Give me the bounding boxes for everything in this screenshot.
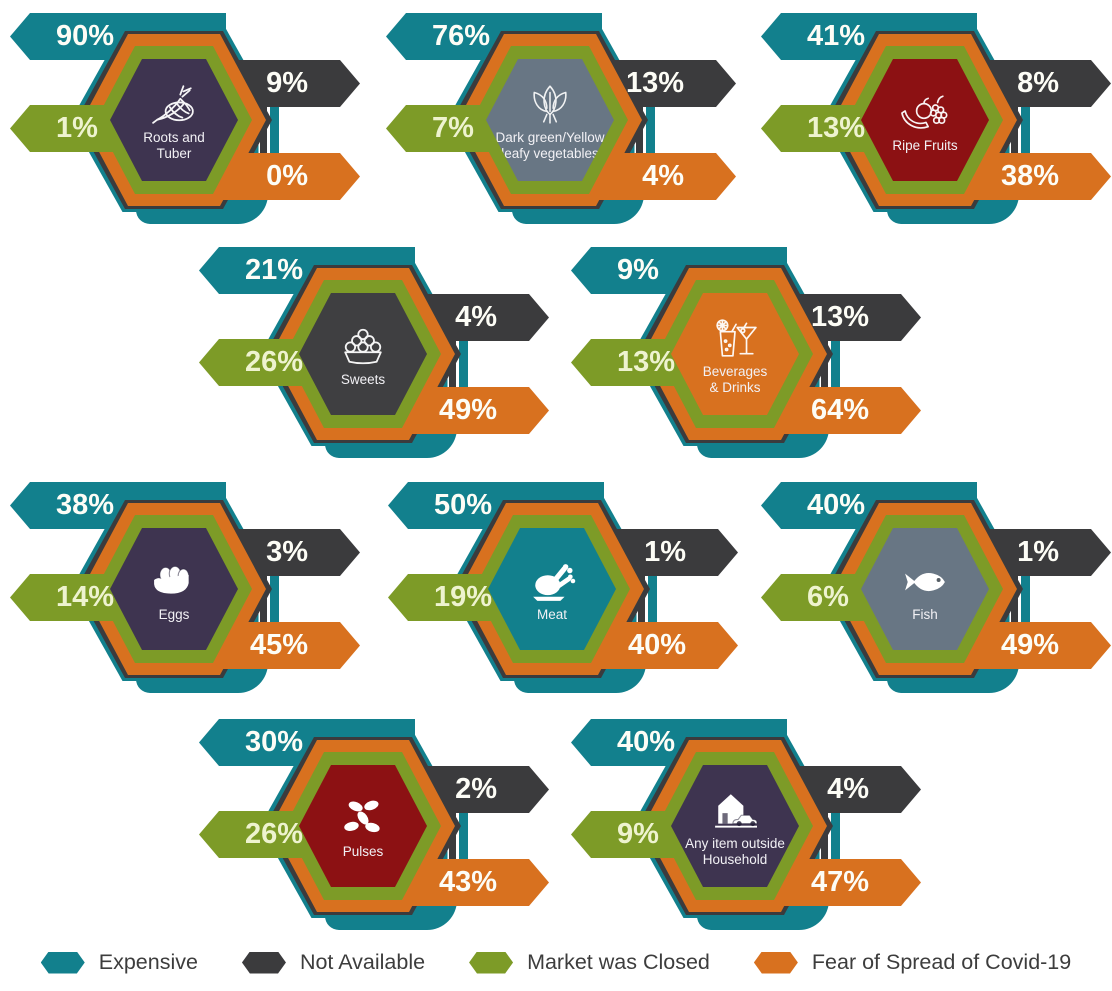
- expensive-value: 30%: [245, 726, 304, 758]
- covid-fear-value: 49%: [438, 394, 497, 426]
- covid-fear-value: 45%: [249, 629, 308, 661]
- category-label: Dark green/Yellow leafy vegetables: [495, 129, 605, 161]
- expensive-value: 21%: [245, 254, 304, 286]
- cluster-meat: 50% 1% 40% 19% Meat: [382, 469, 746, 699]
- market-closed-value: 14%: [56, 581, 115, 613]
- covid-fear-value: 64%: [810, 394, 869, 426]
- market-closed-value: 19%: [434, 581, 493, 613]
- pulses-beans-icon: [337, 794, 389, 842]
- teal-wrap-bar: [831, 807, 840, 871]
- expensive-value: 76%: [432, 20, 491, 52]
- cluster-ripe-fruits: 41% 8% 38% 13% Ripe Fruits: [755, 0, 1112, 230]
- covid-fear-value: 4%: [642, 160, 684, 192]
- category-label: Ripe Fruits: [892, 137, 958, 153]
- category-hexagon: Pulses: [299, 765, 427, 887]
- egg-carton-icon: [147, 557, 201, 605]
- covid-fear-value: 49%: [1000, 629, 1059, 661]
- category-hexagon: Sweets: [299, 293, 427, 415]
- sweets-bowl-icon: [337, 322, 389, 370]
- legend-label: Not Available: [299, 950, 426, 974]
- ripe-fruits-icon: [897, 88, 953, 136]
- market-closed-value: 13%: [617, 346, 676, 378]
- not-available-value: 4%: [827, 773, 869, 805]
- cluster-eggs: 38% 3% 45% 14% Eggs: [4, 469, 368, 699]
- cluster-beverages-drinks: 9% 13% 64% 13% Beverages & Drinks: [565, 234, 929, 464]
- expensive-value: 40%: [807, 489, 866, 521]
- not-available-value: 2%: [455, 773, 497, 805]
- teal-wrap-bar: [648, 570, 657, 634]
- market-closed-value: 1%: [56, 112, 98, 144]
- expensive-value: 90%: [56, 20, 115, 52]
- covid-fear-value: 0%: [266, 160, 308, 192]
- house-car-icon: [708, 786, 762, 834]
- expensive-value: 40%: [617, 726, 676, 758]
- fish-icon: [897, 557, 953, 605]
- carrot-tuber-icon: [147, 80, 201, 128]
- teal-wrap-bar: [1021, 570, 1030, 634]
- category-label: Fish: [912, 606, 938, 622]
- roast-meat-icon: [525, 557, 579, 605]
- market-closed-value: 6%: [807, 581, 849, 613]
- legend-item-not-available: Not Available: [241, 950, 426, 975]
- cluster-fish: 40% 1% 49% 6% Fish: [755, 469, 1112, 699]
- legend: Expensive Not Available Market was Close…: [0, 950, 1112, 975]
- expensive-value: 41%: [807, 20, 866, 52]
- legend-label: Fear of Spread of Covid-19: [811, 950, 1072, 974]
- leafy-vegetables-icon: [524, 80, 576, 128]
- not-available-value: 1%: [644, 536, 686, 568]
- cluster-outside-household: 40% 4% 47% 9% Any item outside Househo: [565, 706, 929, 936]
- cluster-sweets: 21% 4% 49% 26% Sweets: [193, 234, 557, 464]
- market-closed-value: 7%: [432, 112, 474, 144]
- teal-wrap-bar: [831, 335, 840, 399]
- cluster-roots-and-tuber: 90% 9% 0% 1% Roots and Tuber: [4, 0, 368, 230]
- category-label: Sweets: [340, 371, 386, 387]
- cluster-leafy-vegetables: 76% 13% 4% 7% Dark green/Yellow leafy veg…: [380, 0, 744, 230]
- not-available-value: 1%: [1017, 536, 1059, 568]
- teal-wrap-bar: [646, 101, 655, 165]
- covid-fear-value: 47%: [810, 866, 869, 898]
- beverages-icon: [708, 314, 762, 362]
- category-label: Eggs: [158, 606, 190, 622]
- legend-item-market-closed: Market was Closed: [469, 950, 710, 975]
- not-available-value: 13%: [810, 301, 869, 333]
- expensive-value: 50%: [434, 489, 493, 521]
- expensive-swatch-icon: [40, 951, 85, 974]
- teal-wrap-bar: [459, 807, 468, 871]
- market-closed-value: 13%: [807, 112, 866, 144]
- market-closed-value: 9%: [617, 818, 659, 850]
- expensive-value: 38%: [56, 489, 115, 521]
- legend-label: Expensive: [98, 950, 198, 974]
- not-available-value: 13%: [625, 67, 684, 99]
- category-label: Meat: [536, 606, 567, 622]
- covid-fear-swatch-icon: [753, 951, 798, 974]
- covid-fear-value: 40%: [627, 629, 686, 661]
- not-available-value: 4%: [455, 301, 497, 333]
- market-closed-value: 26%: [245, 818, 304, 850]
- cluster-pulses: 30% 2% 43% 26% Pulses: [193, 706, 557, 936]
- expensive-value: 9%: [617, 254, 659, 286]
- market-closed-swatch-icon: [469, 951, 514, 974]
- not-available-value: 8%: [1017, 67, 1059, 99]
- category-label: Beverages & Drinks: [702, 363, 768, 395]
- category-label: Roots and Tuber: [143, 129, 205, 161]
- category-label: Pulses: [342, 843, 384, 859]
- legend-item-covid-fear: Fear of Spread of Covid-19: [753, 950, 1072, 975]
- legend-label: Market was Closed: [527, 950, 710, 974]
- teal-wrap-bar: [459, 335, 468, 399]
- category-label: Any item outside Household: [685, 835, 785, 867]
- teal-wrap-bar: [270, 570, 279, 634]
- legend-item-expensive: Expensive: [40, 950, 198, 975]
- teal-wrap-bar: [1021, 101, 1030, 165]
- covid-fear-value: 43%: [438, 866, 497, 898]
- not-available-value: 9%: [266, 67, 308, 99]
- market-closed-value: 26%: [245, 346, 304, 378]
- not-available-value: 3%: [266, 536, 308, 568]
- covid-fear-value: 38%: [1000, 160, 1059, 192]
- teal-wrap-bar: [270, 101, 279, 165]
- not-available-swatch-icon: [241, 951, 286, 974]
